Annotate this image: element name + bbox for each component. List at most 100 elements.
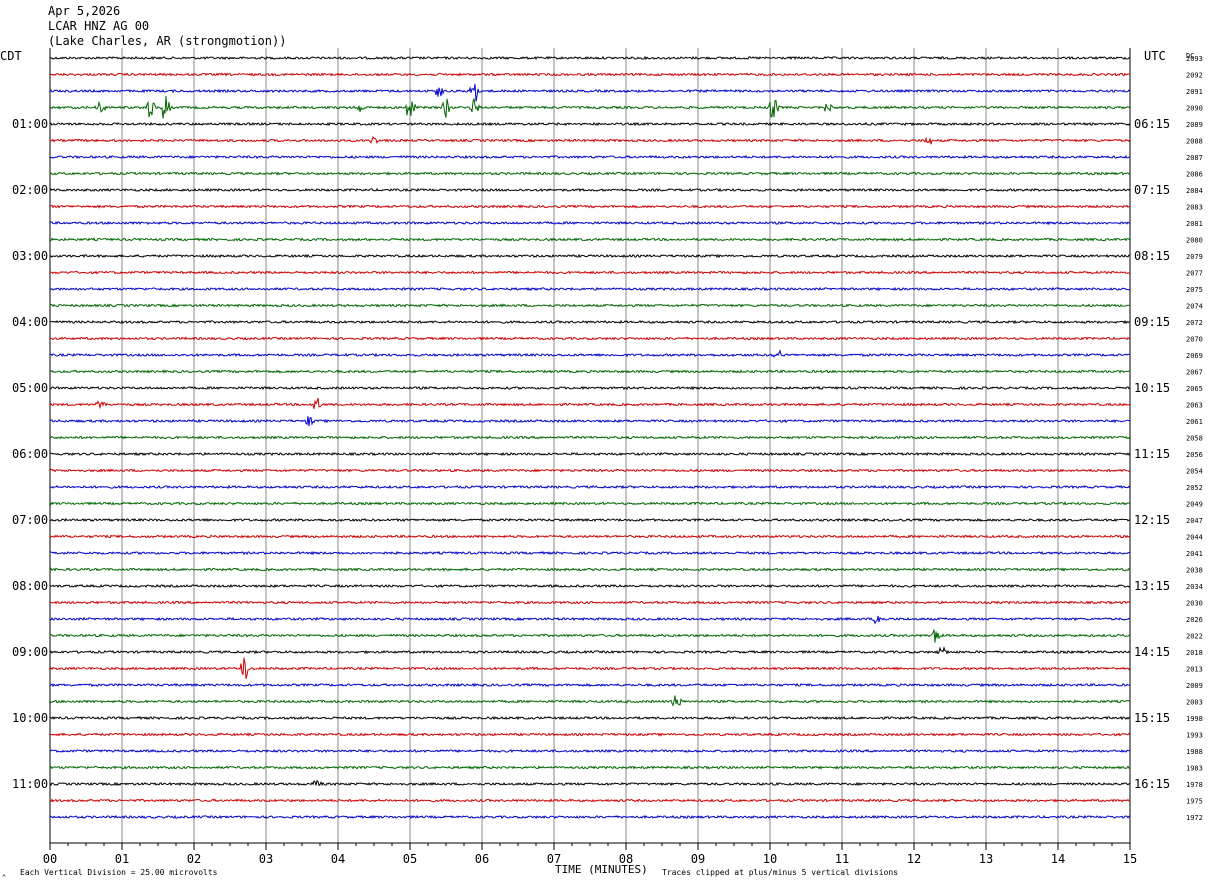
trace-row (49, 385, 1131, 391)
dc-offset-label: 2086 (1186, 171, 1203, 179)
trace-row (49, 121, 1131, 127)
trace-row (49, 435, 1131, 440)
trace-row (49, 95, 1131, 119)
left-hour-label: 08:00 (12, 579, 48, 593)
dc-offset-label: 2049 (1186, 501, 1203, 509)
dc-offset-label: 2034 (1186, 583, 1203, 591)
grid-lines (49, 48, 1131, 850)
trace-row (49, 416, 1131, 427)
right-hour-label: 15:15 (1134, 711, 1170, 725)
trace-row (49, 187, 1131, 193)
x-tick-label: 10 (763, 852, 777, 866)
x-tick-label: 12 (907, 852, 921, 866)
dc-offset-label: 2061 (1186, 418, 1203, 426)
left-hour-label: 04:00 (12, 315, 48, 329)
left-hour-label: 03:00 (12, 249, 48, 263)
dc-offset-label: 2009 (1186, 682, 1203, 690)
trace-row (49, 253, 1131, 259)
right-hour-label: 16:15 (1134, 777, 1170, 791)
dc-offset-label: 1993 (1186, 732, 1203, 740)
right-hour-label: 09:15 (1134, 315, 1170, 329)
dc-offset-label: 2058 (1186, 435, 1203, 443)
trace-row (49, 646, 1131, 655)
dc-offset-label: 1998 (1186, 715, 1203, 723)
clip-note: Traces clipped at plus/minus 5 vertical … (662, 868, 898, 877)
trace-row (49, 154, 1131, 160)
x-tick-label: 05 (403, 852, 417, 866)
dc-offset-label: 2054 (1186, 468, 1203, 476)
trace-row (49, 629, 1131, 643)
left-hour-label: 10:00 (12, 711, 48, 725)
dc-offset-label: 2026 (1186, 616, 1203, 624)
trace-row (50, 319, 1131, 325)
trace-row (49, 484, 1131, 490)
dc-offset-label: 2067 (1186, 369, 1203, 377)
dc-offset-label: 2075 (1186, 286, 1203, 294)
trace-row (49, 695, 1131, 707)
left-hour-label: 07:00 (12, 513, 48, 527)
right-hour-label: 12:15 (1134, 513, 1170, 527)
right-hour-label: 14:15 (1134, 645, 1170, 659)
x-tick-label: 09 (691, 852, 705, 866)
right-hour-label: 07:15 (1134, 183, 1170, 197)
trace-row (49, 349, 1130, 358)
dc-offset-label: 2072 (1186, 319, 1203, 327)
dc-offset-label: 2081 (1186, 220, 1203, 228)
right-hour-label: 08:15 (1134, 249, 1170, 263)
trace-row (49, 220, 1131, 226)
right-hour-label: 10:15 (1134, 381, 1170, 395)
trace-row (49, 237, 1131, 242)
right-timezone-label: UTC (1144, 49, 1166, 63)
trace-row (49, 135, 1131, 145)
dc-offset-label: 2089 (1186, 121, 1203, 129)
trace-row (49, 682, 1131, 688)
trace-lines (49, 55, 1131, 820)
left-timezone-label: CDT (0, 49, 22, 63)
dc-offset-label: 1983 (1186, 765, 1203, 773)
dc-offset-label: 2070 (1186, 336, 1203, 344)
x-axis-title: TIME (MINUTES) (555, 863, 648, 876)
trace-row (49, 501, 1131, 506)
left-hour-label: 01:00 (12, 117, 48, 131)
trace-row (49, 204, 1131, 209)
trace-row (49, 397, 1131, 410)
trace-row (49, 715, 1131, 721)
x-tick-label: 15 (1123, 852, 1137, 866)
trace-row (49, 369, 1131, 374)
trace-row (49, 303, 1131, 308)
x-tick-label: 13 (979, 852, 993, 866)
x-tick-label: 06 (475, 852, 489, 866)
x-tick-label: 07 (547, 852, 561, 866)
trace-row (49, 83, 1131, 102)
dc-offset-label: 2022 (1186, 633, 1203, 641)
right-hour-label: 11:15 (1134, 447, 1170, 461)
dc-offset-label: 2003 (1186, 699, 1203, 707)
dc-offset-label: 1972 (1186, 814, 1203, 822)
dc-offset-label: 2065 (1186, 385, 1203, 393)
left-hour-label: 05:00 (12, 381, 48, 395)
dc-offset-label: 2018 (1186, 649, 1203, 657)
dc-offset-label: 2087 (1186, 154, 1203, 162)
dc-offset-label: 2056 (1186, 451, 1203, 459)
station-location: (Lake Charles, AR (strongmotion)) (48, 34, 287, 48)
dc-offset-label: 1978 (1186, 781, 1203, 789)
dc-offset-label: 2083 (1186, 204, 1203, 212)
dc-offset-label: 2077 (1186, 270, 1203, 278)
x-tick-label: 04 (331, 852, 345, 866)
trace-row (49, 657, 1131, 679)
dc-offset-label: 2069 (1186, 352, 1203, 360)
trace-row (49, 814, 1131, 820)
trace-row (49, 600, 1131, 605)
right-hour-label: 13:15 (1134, 579, 1170, 593)
dc-offset-label: 1988 (1186, 748, 1203, 756)
left-hour-label: 02:00 (12, 183, 48, 197)
trace-row (49, 567, 1131, 572)
dc-offset-label: 2052 (1186, 484, 1203, 492)
dc-offset-label: 2093 (1186, 55, 1203, 63)
left-hour-label: 09:00 (12, 645, 48, 659)
x-tick-label: 02 (187, 852, 201, 866)
trace-row (49, 270, 1131, 275)
dc-offset-label: 2041 (1186, 550, 1203, 558)
dc-offset-label: 1975 (1186, 798, 1203, 806)
